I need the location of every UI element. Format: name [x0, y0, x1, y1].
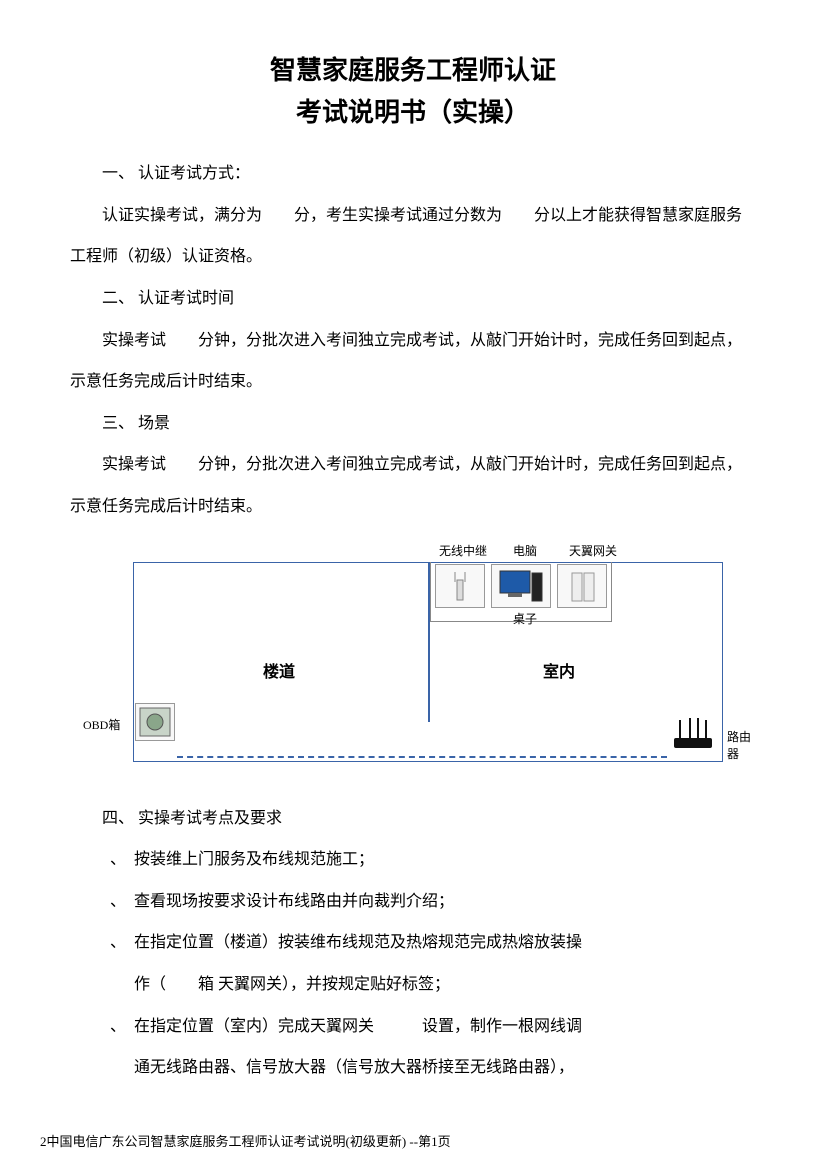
- bullet-3: 、 在指定位置（楼道）按装维布线规范及热熔规范完成热熔放装操: [70, 922, 756, 964]
- title-line-1: 智慧家庭服务工程师认证: [70, 50, 756, 92]
- bullet-2: 、 查看现场按要求设计布线路由并向裁判介绍；: [70, 881, 756, 923]
- router-icon: [668, 716, 718, 752]
- bullet-4: 、 在指定位置（室内）完成天翼网关 设置，制作一根网线调: [70, 1006, 756, 1048]
- layout-diagram: 无线中继 电脑 天翼网关 桌子 楼道 室内 OBD箱 路由器: [73, 538, 753, 778]
- document-title: 智慧家庭服务工程师认证 考试说明书（实操）: [70, 50, 756, 133]
- paragraph-3: 实操考试 分钟，分批次进入考间独立完成考试，从敲门开始计时，完成任务回到起点，示…: [70, 444, 756, 527]
- section-4-heading: 四、 实操考试考点及要求: [70, 798, 756, 840]
- label-obd-box: OBD箱: [83, 716, 120, 733]
- paragraph-1: 认证实操考试，满分为 分，考生实操考试通过分数为 分以上才能获得智慧家庭服务工程…: [70, 195, 756, 278]
- bullet-4-cont: 通无线路由器、信号放大器（信号放大器桥接至无线路由器），: [70, 1047, 756, 1089]
- bullet-1: 、 按装维上门服务及布线规范施工；: [70, 839, 756, 881]
- title-line-2: 考试说明书（实操）: [70, 92, 756, 134]
- page-footer: 2中国电信广东公司智慧家庭服务工程师认证考试说明(初级更新) --第1页: [40, 1131, 451, 1150]
- label-wireless-repeater: 无线中继: [433, 542, 493, 559]
- section-2-heading: 二、 认证考试时间: [70, 278, 756, 320]
- label-corridor: 楼道: [263, 658, 295, 682]
- obd-box-icon: [135, 703, 175, 741]
- label-computer: 电脑: [505, 542, 545, 559]
- label-tianyi-gateway: 天翼网关: [563, 542, 623, 559]
- label-indoor: 室内: [543, 658, 575, 682]
- bullet-3-cont: 作（ 箱 天翼网关），并按规定贴好标签；: [70, 964, 756, 1006]
- label-router: 路由器: [727, 728, 753, 762]
- section-1-heading: 一、 认证考试方式：: [70, 153, 756, 195]
- paragraph-2: 实操考试 分钟，分批次进入考间独立完成考试，从敲门开始计时，完成任务回到起点，示…: [70, 320, 756, 403]
- section-3-heading: 三、 场景: [70, 403, 756, 445]
- diagram-dashed-bottom: [177, 756, 667, 758]
- label-table: 桌子: [513, 610, 537, 627]
